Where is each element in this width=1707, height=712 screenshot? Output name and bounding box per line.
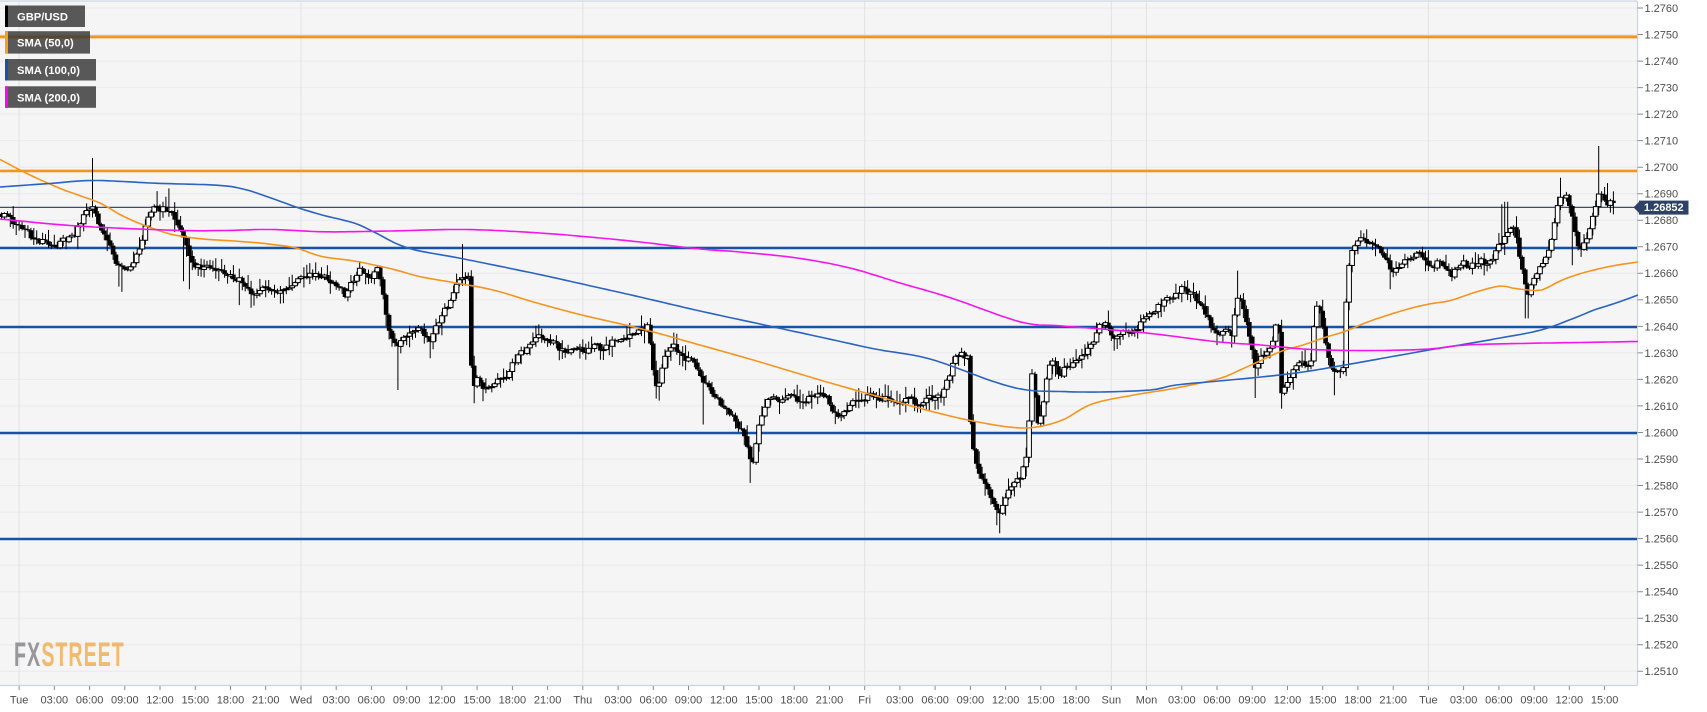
svg-text:1.2660: 1.2660 xyxy=(1645,268,1679,280)
svg-text:09:00: 09:00 xyxy=(393,695,421,707)
svg-text:1.2750: 1.2750 xyxy=(1645,29,1679,41)
svg-text:1.2610: 1.2610 xyxy=(1645,401,1679,413)
svg-text:1.2600: 1.2600 xyxy=(1645,427,1679,439)
svg-text:12:00: 12:00 xyxy=(1274,695,1302,707)
svg-text:1.2730: 1.2730 xyxy=(1645,83,1679,95)
svg-text:1.2580: 1.2580 xyxy=(1645,480,1679,492)
svg-text:12:00: 12:00 xyxy=(710,695,738,707)
svg-text:06:00: 06:00 xyxy=(640,695,668,707)
svg-text:1.2710: 1.2710 xyxy=(1645,136,1679,148)
svg-text:1.2700: 1.2700 xyxy=(1645,162,1679,174)
svg-text:18:00: 18:00 xyxy=(780,695,808,707)
svg-text:03:00: 03:00 xyxy=(1168,695,1196,707)
svg-text:18:00: 18:00 xyxy=(1062,695,1090,707)
svg-text:Tue: Tue xyxy=(1419,695,1438,707)
svg-text:12:00: 12:00 xyxy=(146,695,174,707)
svg-text:09:00: 09:00 xyxy=(957,695,985,707)
svg-text:1.2510: 1.2510 xyxy=(1645,666,1679,678)
svg-text:1.2670: 1.2670 xyxy=(1645,242,1679,254)
svg-text:18:00: 18:00 xyxy=(1344,695,1372,707)
svg-text:1.26852: 1.26852 xyxy=(1644,202,1684,214)
svg-text:1.2690: 1.2690 xyxy=(1645,189,1679,201)
svg-text:03:00: 03:00 xyxy=(41,695,69,707)
svg-text:09:00: 09:00 xyxy=(675,695,703,707)
svg-text:03:00: 03:00 xyxy=(604,695,632,707)
svg-text:STREET: STREET xyxy=(41,635,124,673)
svg-text:1.2560: 1.2560 xyxy=(1645,534,1679,546)
svg-text:Fri: Fri xyxy=(858,695,871,707)
svg-text:1.2590: 1.2590 xyxy=(1645,454,1679,466)
svg-text:1.2760: 1.2760 xyxy=(1645,3,1679,15)
svg-text:21:00: 21:00 xyxy=(534,695,562,707)
svg-text:03:00: 03:00 xyxy=(886,695,914,707)
svg-text:15:00: 15:00 xyxy=(182,695,210,707)
svg-text:SMA (100,0): SMA (100,0) xyxy=(17,65,80,77)
svg-text:15:00: 15:00 xyxy=(1309,695,1337,707)
svg-text:21:00: 21:00 xyxy=(816,695,844,707)
svg-text:1.2640: 1.2640 xyxy=(1645,321,1679,333)
svg-text:12:00: 12:00 xyxy=(1556,695,1584,707)
svg-text:1.2530: 1.2530 xyxy=(1645,613,1679,625)
svg-text:15:00: 15:00 xyxy=(1591,695,1619,707)
svg-text:06:00: 06:00 xyxy=(76,695,104,707)
svg-text:21:00: 21:00 xyxy=(1379,695,1407,707)
svg-text:21:00: 21:00 xyxy=(252,695,280,707)
svg-text:03:00: 03:00 xyxy=(1450,695,1478,707)
svg-text:15:00: 15:00 xyxy=(745,695,773,707)
svg-text:Sun: Sun xyxy=(1102,695,1122,707)
svg-text:06:00: 06:00 xyxy=(358,695,386,707)
svg-text:09:00: 09:00 xyxy=(111,695,139,707)
svg-text:12:00: 12:00 xyxy=(428,695,456,707)
svg-text:06:00: 06:00 xyxy=(1203,695,1231,707)
svg-text:1.2720: 1.2720 xyxy=(1645,109,1679,121)
svg-text:18:00: 18:00 xyxy=(499,695,527,707)
svg-text:Wed: Wed xyxy=(290,695,312,707)
svg-text:03:00: 03:00 xyxy=(322,695,350,707)
svg-text:1.2740: 1.2740 xyxy=(1645,56,1679,68)
svg-text:1.2650: 1.2650 xyxy=(1645,295,1679,307)
svg-text:Thu: Thu xyxy=(573,695,592,707)
svg-text:1.2550: 1.2550 xyxy=(1645,560,1679,572)
svg-text:1.2680: 1.2680 xyxy=(1645,215,1679,227)
svg-text:1.2540: 1.2540 xyxy=(1645,587,1679,599)
svg-text:1.2630: 1.2630 xyxy=(1645,348,1679,360)
svg-text:SMA (200,0): SMA (200,0) xyxy=(17,93,80,105)
svg-text:06:00: 06:00 xyxy=(1485,695,1513,707)
svg-text:FX: FX xyxy=(14,635,41,673)
svg-text:SMA (50,0): SMA (50,0) xyxy=(17,37,74,49)
svg-text:1.2570: 1.2570 xyxy=(1645,507,1679,519)
svg-text:1.2520: 1.2520 xyxy=(1645,640,1679,652)
svg-text:Mon: Mon xyxy=(1136,695,1157,707)
svg-text:06:00: 06:00 xyxy=(921,695,949,707)
svg-text:09:00: 09:00 xyxy=(1520,695,1548,707)
svg-text:GBP/USD: GBP/USD xyxy=(17,12,68,24)
svg-text:15:00: 15:00 xyxy=(463,695,491,707)
svg-text:09:00: 09:00 xyxy=(1238,695,1266,707)
svg-text:1.2620: 1.2620 xyxy=(1645,374,1679,386)
svg-text:12:00: 12:00 xyxy=(992,695,1020,707)
svg-text:15:00: 15:00 xyxy=(1027,695,1055,707)
svg-text:18:00: 18:00 xyxy=(217,695,245,707)
svg-text:Tue: Tue xyxy=(10,695,29,707)
